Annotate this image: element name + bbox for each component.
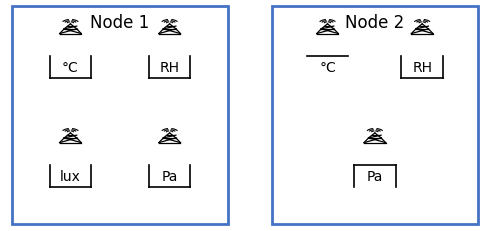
Text: °C: °C (319, 61, 336, 75)
Text: RH: RH (412, 61, 432, 75)
Bar (272, 7, 478, 224)
Bar (12, 7, 228, 224)
Text: RH: RH (160, 61, 180, 75)
Text: Pa: Pa (367, 169, 383, 183)
Text: Node 2: Node 2 (345, 14, 404, 32)
Text: lux: lux (60, 169, 81, 183)
Text: Pa: Pa (161, 169, 178, 183)
Text: °C: °C (62, 61, 79, 75)
Text: Node 1: Node 1 (91, 14, 149, 32)
